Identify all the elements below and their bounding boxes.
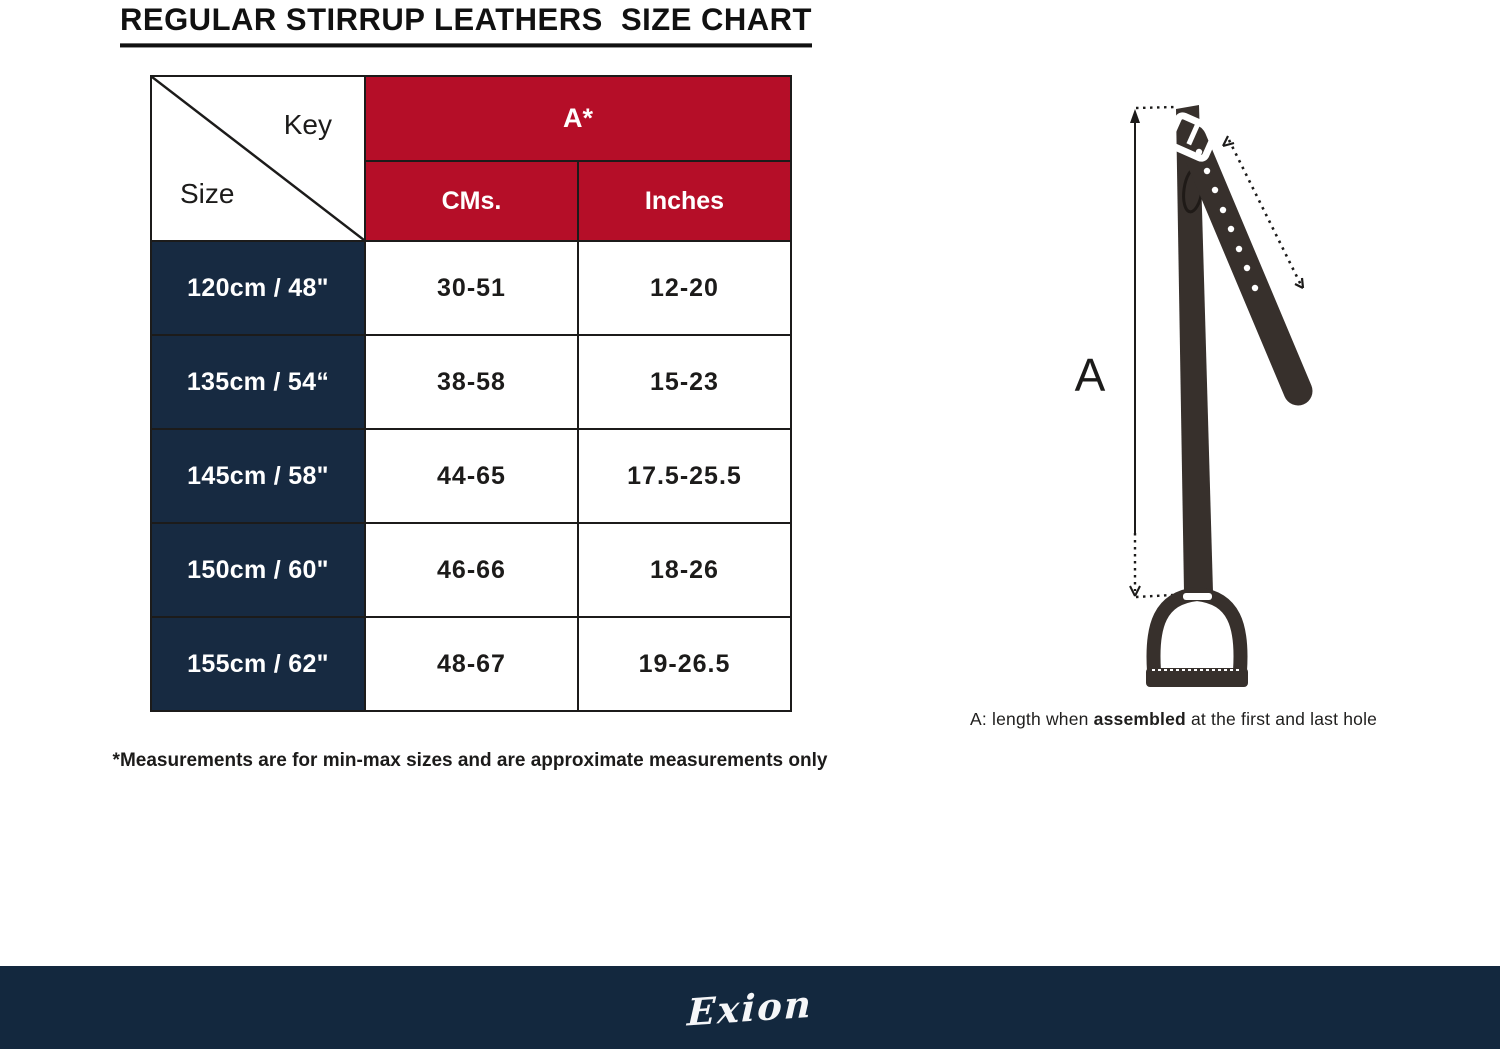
corner-size-label: Size [180,178,235,209]
measurements-footnote: *Measurements are for min-max sizes and … [112,750,828,771]
size-cell: 145cm / 58" [150,428,366,524]
cms-cell: 30-51 [364,240,579,336]
dimension-a-label: A [1074,349,1106,401]
table-row: 150cm / 60" 46-66 18-26 [150,522,792,618]
table-row: 120cm / 48" 30-51 12-20 [150,240,792,336]
inches-cell: 19-26.5 [577,616,792,712]
table-row: 155cm / 62" 48-67 19-26.5 [150,616,792,712]
measurement-arrow-vertical [1129,105,1177,599]
diagonal-strap [1177,124,1313,406]
measurement-arrow-diagonal [1222,135,1305,289]
column-group-header-a: A* [364,75,792,162]
diagram-caption: A: length when assembled at the first an… [970,709,1400,730]
column-header-cms: CMs. [364,160,579,242]
caption-bold-word: assembled [1093,709,1186,729]
caption-suffix: at the first and last hole [1185,709,1378,729]
cms-cell: 48-67 [364,616,579,712]
inches-cell: 17.5-25.5 [577,428,792,524]
vertical-strap [1176,105,1213,592]
stirrup-iron [1146,586,1248,687]
corner-key-label: Key [283,109,332,140]
diagonal-divider [152,77,364,240]
cms-cell: 38-58 [364,334,579,430]
inches-cell: 18-26 [577,522,792,618]
stirrup-leather-diagram [1129,105,1313,687]
size-chart-table: Key Size A* CMs. Inches 120cm / 48" 30-5… [150,75,792,712]
inches-cell: 12-20 [577,240,792,336]
inches-cell: 15-23 [577,334,792,430]
footer-bar: Exion [0,966,1500,1049]
buckle [1165,112,1219,162]
size-cell: 135cm / 54“ [150,334,366,430]
cms-cell: 46-66 [364,522,579,618]
size-cell: 155cm / 62" [150,616,366,712]
column-header-inches: Inches [577,160,792,242]
table-row: 145cm / 58" 44-65 17.5-25.5 [150,428,792,524]
caption-prefix: A: length when [970,709,1094,729]
strap-holes [1195,148,1259,292]
corner-header-cell: Key Size [150,75,366,242]
size-cell: 150cm / 60" [150,522,366,618]
size-cell: 120cm / 48" [150,240,366,336]
brand-logo: Exion [686,981,814,1034]
page-title: REGULAR STIRRUP LEATHERS SIZE CHART [120,2,812,48]
cms-cell: 44-65 [364,428,579,524]
table-row: 135cm / 54“ 38-58 15-23 [150,334,792,430]
